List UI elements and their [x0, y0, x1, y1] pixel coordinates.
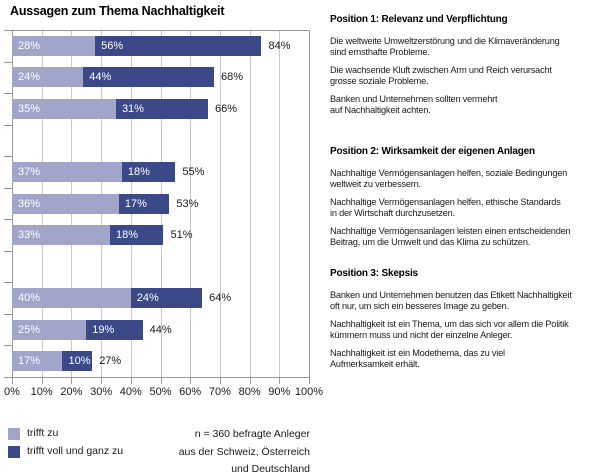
gridline — [219, 30, 221, 377]
axis-tick-left — [4, 156, 12, 158]
axis-tick-left — [4, 30, 12, 31]
axis-tick-left — [4, 61, 12, 63]
axis-tick-bottom — [71, 377, 73, 384]
axis-tick-bottom — [160, 377, 162, 384]
bar-total-label: 44% — [149, 323, 172, 336]
axis-tick-bottom — [41, 377, 43, 384]
position-group-3: Position 3: Skepsis Banken und Unternehm… — [330, 268, 600, 377]
axis-tick-left — [4, 377, 12, 378]
axis-tick-bottom — [130, 377, 132, 384]
bar-total-label: 84% — [268, 39, 291, 52]
bar-total-label: 55% — [182, 165, 205, 178]
axis-tick-left — [4, 345, 12, 347]
sample-note: n = 360 befragte Anleger aus der Schweiz… — [178, 428, 310, 473]
legend-label: trifft voll und ganz zu — [27, 445, 124, 457]
legend: trifft zu trifft voll und ganz zu — [8, 427, 123, 463]
gridline — [249, 30, 251, 377]
axis-tick-left — [4, 187, 12, 189]
stacked-bar-chart: 0% 10% 20% 30% 40% 50% 60% 70% 80% 90% 100% 28% 56% 8… — [0, 0, 330, 410]
bar-segment-trifft-voll-und-ganz-zu: 24% — [130, 288, 203, 309]
x-axis-label: 70% — [208, 386, 231, 398]
statement-text: Die weltweite Umweltzerstörung und die K… — [330, 36, 560, 57]
bar-segment-trifft-voll-und-ganz-zu: 56% — [95, 35, 262, 56]
bar-segment-trifft-zu: 37% — [12, 161, 122, 182]
position-heading: Position 2: Wirksamkeit der eigenen Anla… — [330, 146, 535, 157]
gridline — [309, 30, 310, 377]
bar-segment-trifft-zu: 35% — [12, 98, 116, 119]
x-axis-line — [12, 377, 309, 378]
chart-title: Aussagen zum Thema Nachhaltigkeit — [10, 4, 225, 18]
bar-segment-trifft-zu: 40% — [12, 288, 131, 309]
axis-tick-left — [4, 313, 12, 315]
statement-text: Banken und Unternehmen sollten vermehrt … — [330, 94, 498, 115]
position-heading: Position 1: Relevanz und Verpflichtung — [330, 14, 508, 25]
plot-top-line — [12, 30, 309, 31]
bar-total-label: 53% — [176, 197, 199, 210]
bar-segment-trifft-zu: 36% — [12, 193, 119, 214]
x-axis-label: 60% — [179, 386, 202, 398]
bar-total-label: 27% — [99, 355, 122, 368]
gridline — [190, 30, 192, 377]
legend-swatch-agree — [8, 427, 20, 440]
x-axis-label: 0% — [4, 386, 20, 398]
statement-text: Die wachsende Kluft zwischen Arm und Rei… — [330, 65, 552, 86]
bar-total-label: 66% — [215, 102, 238, 115]
bar-segment-trifft-zu: 28% — [12, 35, 96, 56]
statement-text: Nachhaltigkeit ist ein Thema, um das sic… — [330, 319, 569, 340]
axis-tick-bottom — [309, 377, 310, 384]
statement-text: Nachhaltigkeit ist ein Modethema, das zu… — [330, 348, 505, 369]
axis-tick-bottom — [279, 377, 281, 384]
bar-segment-trifft-voll-und-ganz-zu: 18% — [110, 225, 164, 246]
position-group-2: Position 2: Wirksamkeit der eigenen Anla… — [330, 146, 600, 255]
bar-segment-trifft-voll-und-ganz-zu: 44% — [83, 67, 214, 88]
axis-tick-left — [4, 282, 12, 284]
x-axis-label: 80% — [238, 386, 261, 398]
bar-segment-trifft-voll-und-ganz-zu: 18% — [121, 161, 176, 182]
x-axis-label: 20% — [60, 386, 83, 398]
bar-segment-trifft-voll-und-ganz-zu: 10% — [62, 351, 93, 372]
x-axis-label: 30% — [90, 386, 113, 398]
axis-tick-left — [4, 219, 12, 221]
bar-segment-trifft-zu: 17% — [12, 351, 63, 372]
axis-tick-bottom — [12, 377, 13, 384]
gridline — [279, 30, 281, 377]
legend-item-trifft-zu: trifft zu — [8, 427, 123, 440]
bar-segment-trifft-voll-und-ganz-zu: 31% — [115, 98, 208, 119]
statement-text: Nachhaltige Vermögensanlagen leisten ein… — [330, 226, 571, 247]
axis-tick-left — [4, 93, 12, 95]
bar-segment-trifft-zu: 24% — [12, 67, 84, 88]
position-group-1: Position 1: Relevanz und Verpflichtung D… — [330, 14, 600, 123]
legend-label: trifft zu — [27, 427, 59, 439]
x-axis-label: 100% — [294, 386, 324, 398]
x-axis-label: 10% — [30, 386, 53, 398]
x-axis-label: 50% — [149, 386, 172, 398]
bar-segment-trifft-zu: 33% — [12, 225, 110, 246]
axis-tick-left — [4, 250, 12, 252]
bar-segment-trifft-voll-und-ganz-zu: 19% — [86, 319, 143, 340]
axis-tick-bottom — [249, 377, 251, 384]
axis-tick-bottom — [219, 377, 221, 384]
position-heading: Position 3: Skepsis — [330, 268, 418, 279]
statement-text: Nachhaltige Vermögensanlagen helfen, soz… — [330, 168, 568, 189]
legend-item-trifft-voll: trifft voll und ganz zu — [8, 445, 123, 458]
x-axis-label: 40% — [119, 386, 142, 398]
bar-total-label: 64% — [209, 292, 232, 305]
bar-segment-trifft-zu: 25% — [12, 319, 87, 340]
axis-tick-bottom — [101, 377, 103, 384]
bar-total-label: 68% — [220, 71, 243, 84]
axis-tick-left — [4, 124, 12, 126]
legend-swatch-strongly-agree — [8, 445, 20, 458]
statement-text: Banken und Unternehmen benutzen das Etik… — [330, 290, 572, 311]
axis-tick-bottom — [190, 377, 192, 384]
bar-segment-trifft-voll-und-ganz-zu: 17% — [118, 193, 170, 214]
x-axis-label: 90% — [268, 386, 291, 398]
statement-text: Nachhaltige Vermögensanlagen helfen, eth… — [330, 197, 561, 218]
bar-total-label: 51% — [170, 229, 193, 242]
